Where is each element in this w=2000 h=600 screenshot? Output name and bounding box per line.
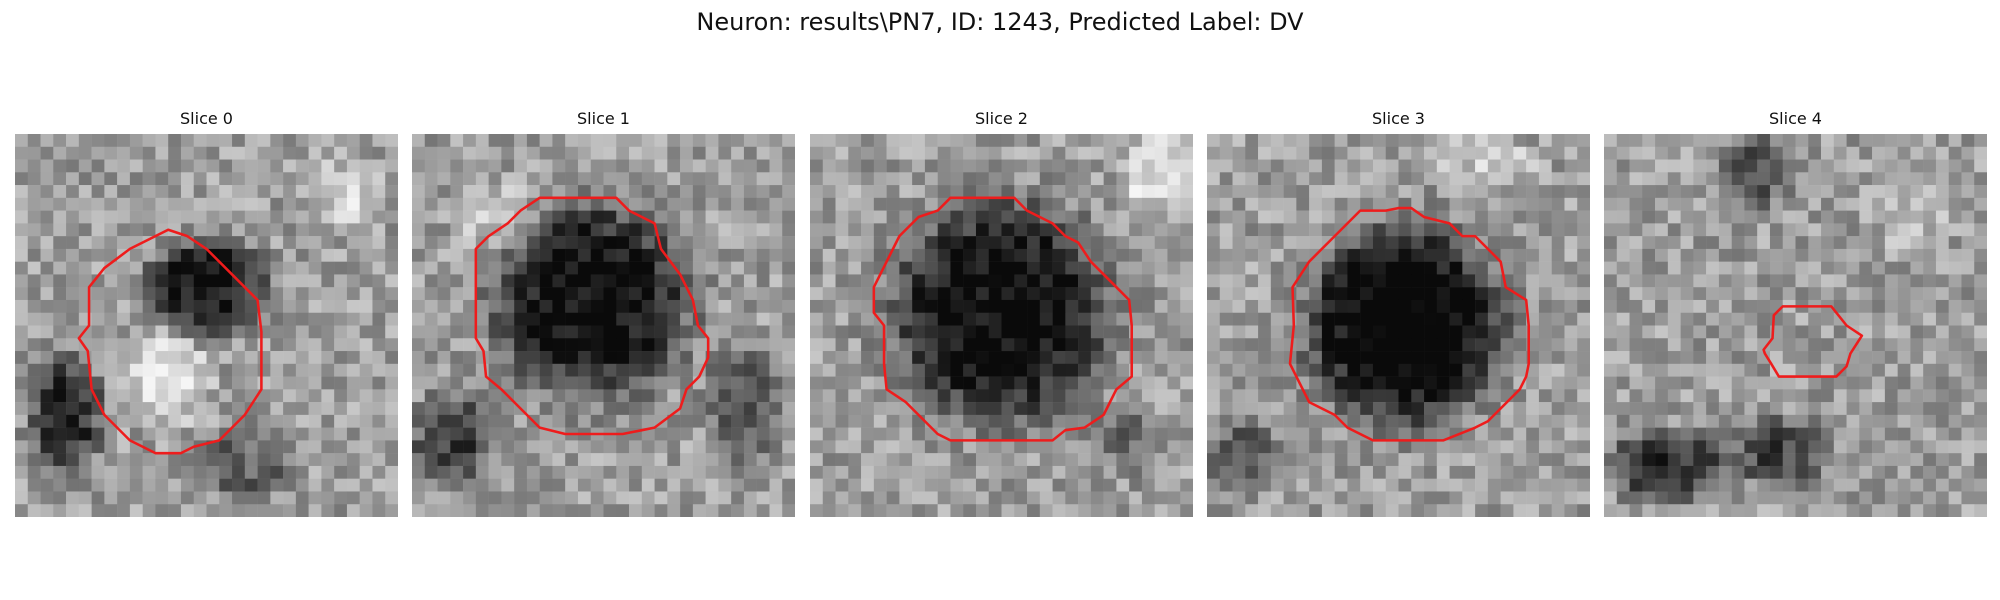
slice-title-3: Slice 3 [1372, 109, 1425, 128]
segmentation-contour-3 [1288, 206, 1530, 442]
slice-title-1: Slice 1 [577, 109, 630, 128]
slice-image-2 [810, 134, 1193, 517]
slice-panel-1: Slice 1 [412, 109, 795, 517]
segmentation-contour-0 [77, 228, 263, 455]
slice-pixels-3 [1207, 134, 1590, 517]
slice-pixels-4 [1604, 134, 1987, 517]
slice-image-3 [1207, 134, 1590, 517]
slice-panel-0: Slice 0 [15, 109, 398, 517]
segmentation-contour-1 [474, 196, 710, 436]
slice-pixels-0 [15, 134, 398, 517]
segmentation-contour-2 [872, 196, 1133, 442]
slice-panel-2: Slice 2 [810, 109, 1193, 517]
slice-image-1 [412, 134, 795, 517]
slice-panel-3: Slice 3 [1207, 109, 1590, 517]
figure-title: Neuron: results\PN7, ID: 1243, Predicted… [696, 8, 1304, 36]
slice-image-4 [1604, 134, 1987, 517]
slice-image-0 [15, 134, 398, 517]
slice-title-4: Slice 4 [1769, 109, 1822, 128]
slice-pixels-1 [412, 134, 795, 517]
slice-pixels-2 [810, 134, 1193, 517]
slice-panel-4: Slice 4 [1604, 109, 1987, 517]
slice-title-0: Slice 0 [180, 109, 233, 128]
segmentation-contour-4 [1762, 305, 1864, 378]
slice-title-2: Slice 2 [975, 109, 1028, 128]
